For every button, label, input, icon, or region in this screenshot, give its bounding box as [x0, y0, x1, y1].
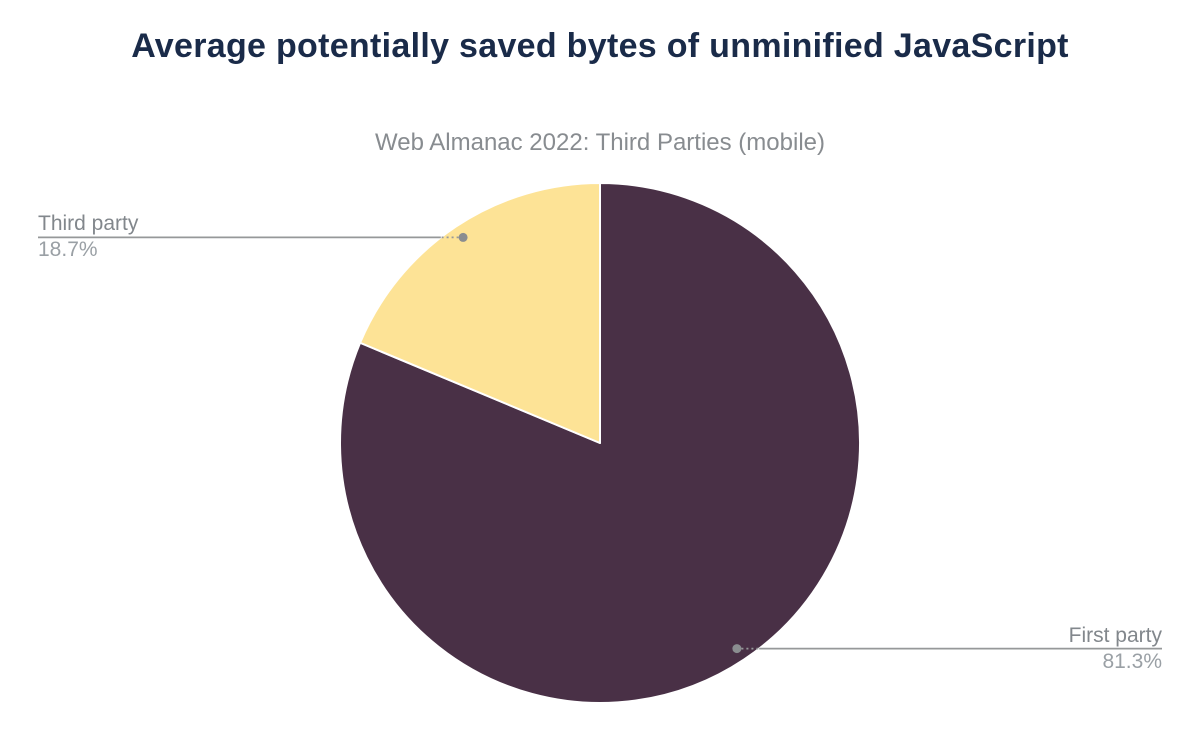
pie-label-name: First party — [1068, 623, 1162, 647]
pie-label-third-party: Third party 18.7% — [38, 211, 138, 263]
chart-subtitle: Web Almanac 2022: Third Parties (mobile) — [375, 129, 825, 156]
pie-label-name: Third party — [38, 212, 139, 236]
chart-title: Average potentially saved bytes of unmin… — [131, 27, 1069, 65]
pie-slice-third-party[interactable] — [359, 182, 601, 444]
pie-label-percent: 81.3% — [1102, 649, 1162, 673]
connector-dot-first-party — [732, 644, 742, 654]
connector-dot-third-party — [458, 232, 468, 242]
pie-label-first-party: First party 81.3% — [1069, 623, 1162, 675]
pie-label-percent: 18.7% — [38, 238, 98, 262]
